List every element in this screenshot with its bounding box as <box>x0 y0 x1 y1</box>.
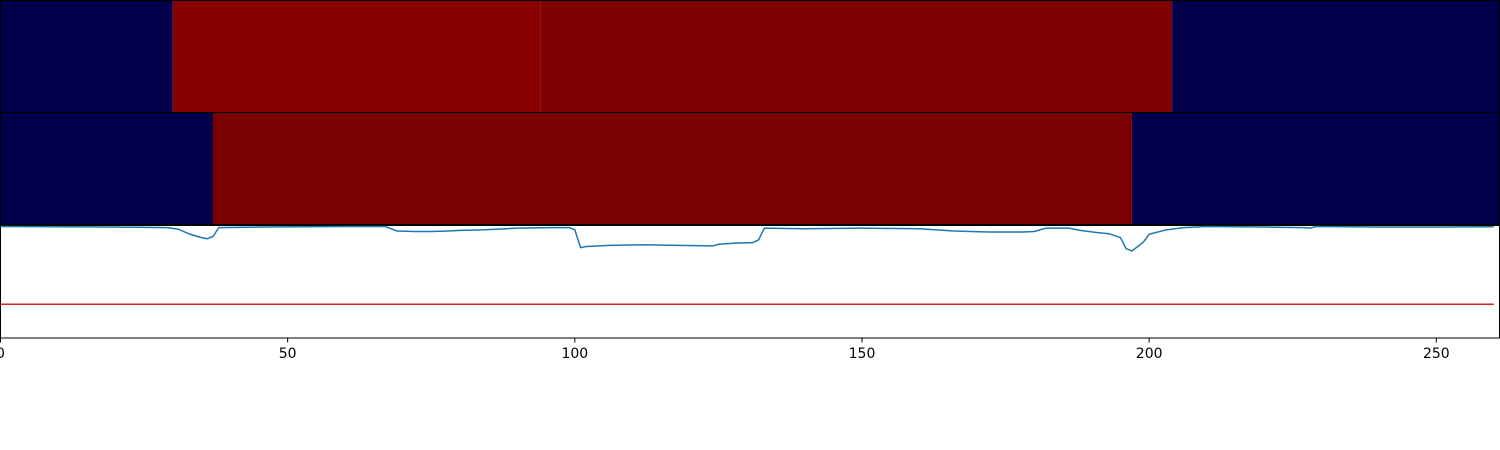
x-axis: 0 50 100 150 200 250 <box>0 338 1450 362</box>
heat-cell-row1-seg3 <box>540 1 1173 112</box>
x-tick-label: 250 <box>1423 346 1450 362</box>
signal-panel <box>0 225 1500 339</box>
x-tick-label: 200 <box>1136 346 1163 362</box>
heat-cell-row2-seg3 <box>1131 113 1500 224</box>
x-tick-label: 0 <box>0 346 5 362</box>
heat-row-2 <box>0 112 1500 225</box>
x-tick-label: 100 <box>561 346 588 362</box>
heat-row-1 <box>0 0 1500 113</box>
x-tick-label: 150 <box>849 346 876 362</box>
heat-cell-row2-seg1 <box>0 113 214 224</box>
signal-line <box>0 225 1494 252</box>
heat-cell-row2-seg2 <box>213 113 1132 224</box>
heat-cell-row1-seg2 <box>172 1 541 112</box>
x-tick-label: 50 <box>279 346 297 362</box>
heat-cell-row1-seg1 <box>0 1 173 112</box>
heatmap-rows <box>0 0 1500 225</box>
heat-cell-row1-seg4 <box>1172 1 1500 112</box>
